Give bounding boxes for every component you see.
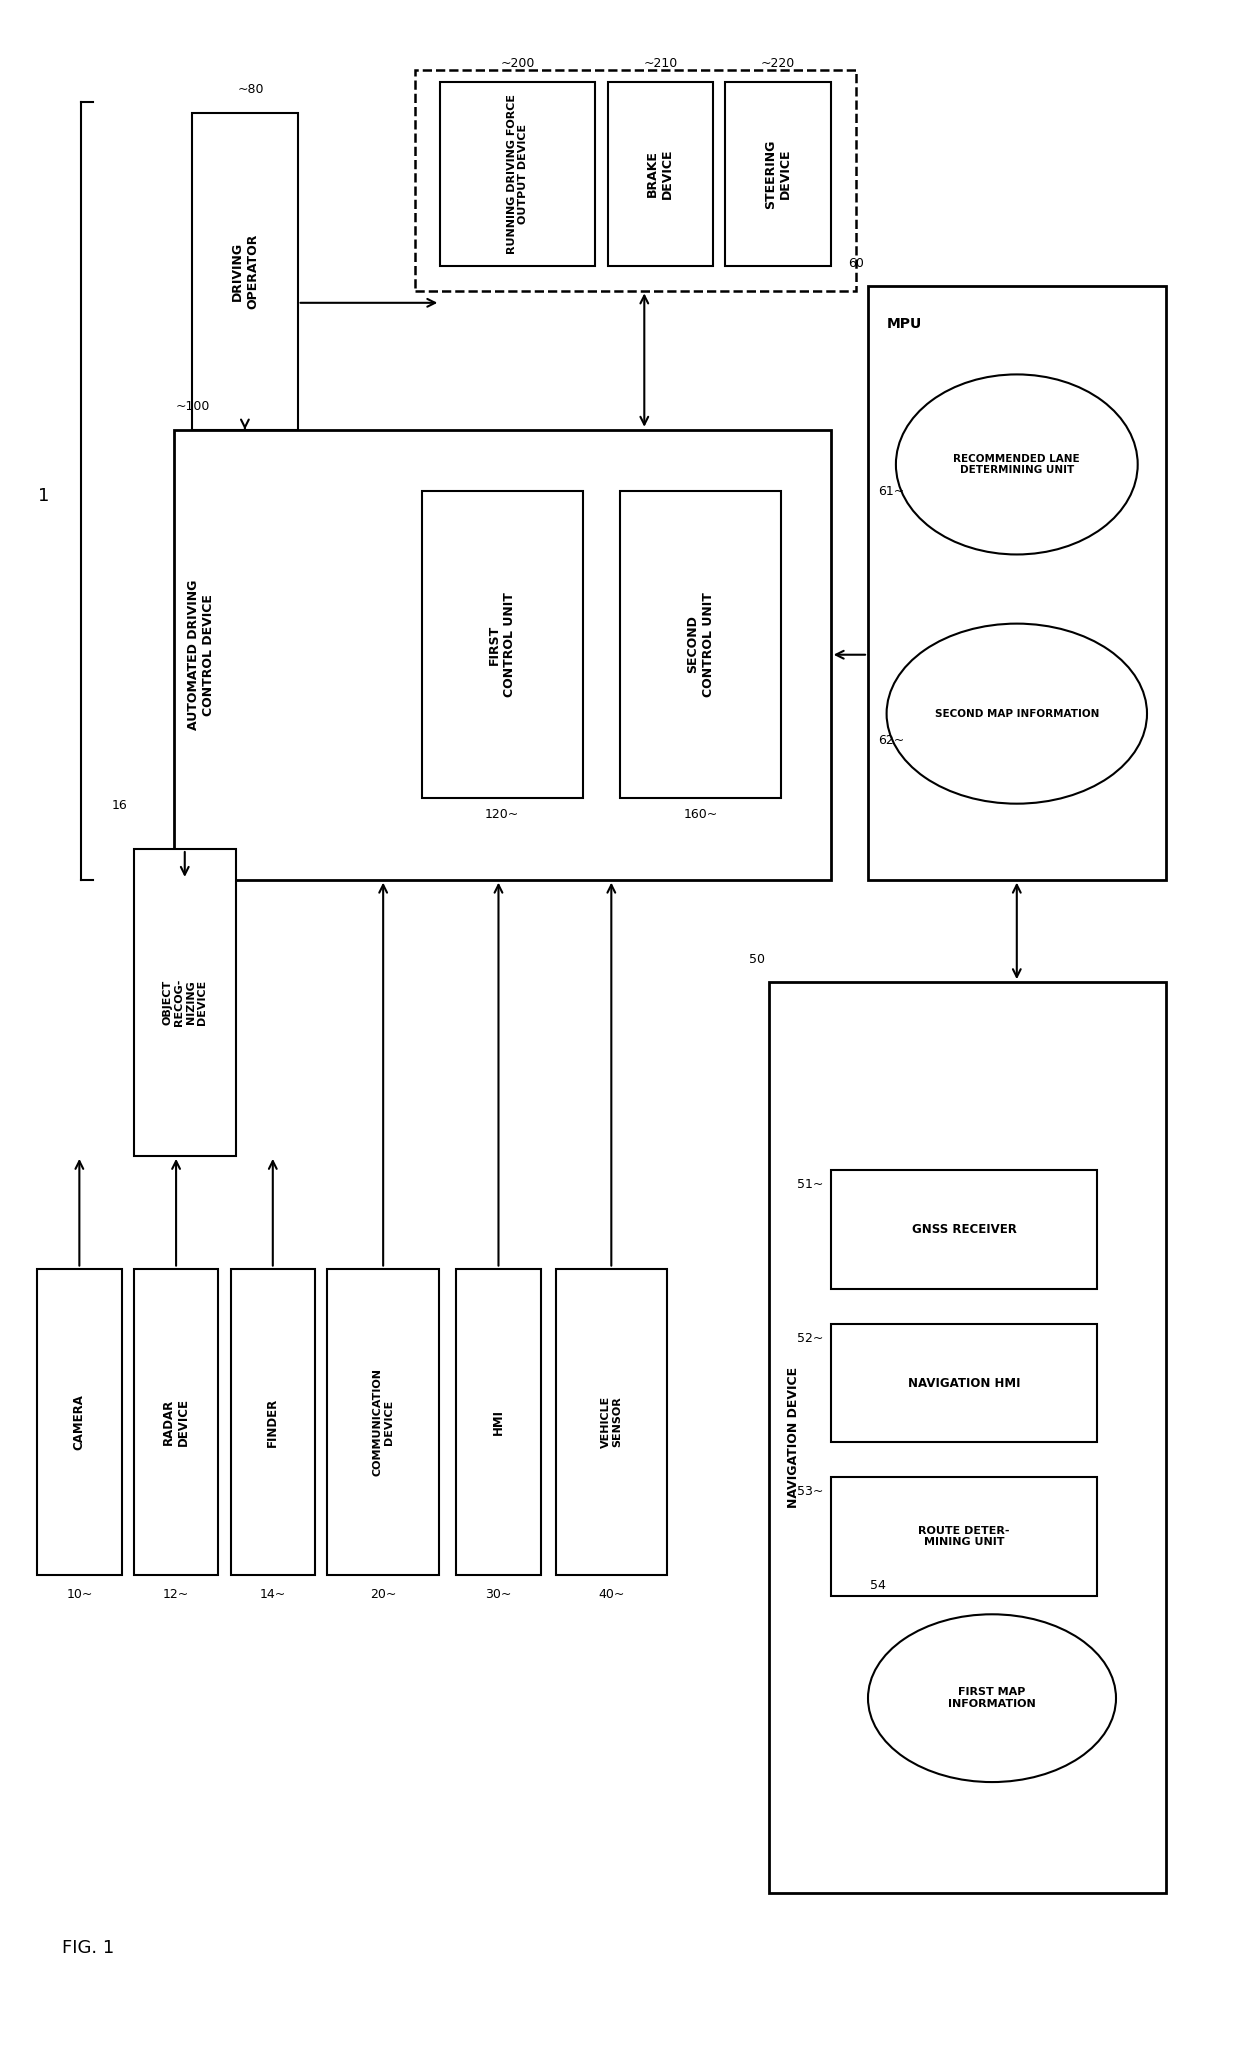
- FancyBboxPatch shape: [608, 82, 713, 266]
- Text: 51~: 51~: [797, 1178, 823, 1191]
- Text: SECOND
CONTROL UNIT: SECOND CONTROL UNIT: [687, 591, 714, 698]
- Text: 10~: 10~: [66, 1588, 93, 1600]
- Text: 120~: 120~: [485, 808, 520, 820]
- Text: ~80: ~80: [238, 84, 264, 96]
- FancyBboxPatch shape: [440, 82, 595, 266]
- Text: 62~: 62~: [878, 735, 904, 747]
- FancyBboxPatch shape: [231, 1269, 315, 1575]
- Text: CAMERA: CAMERA: [73, 1393, 86, 1451]
- FancyBboxPatch shape: [868, 286, 1166, 880]
- FancyBboxPatch shape: [556, 1269, 667, 1575]
- Text: FINDER: FINDER: [267, 1397, 279, 1447]
- Text: COMMUNICATION
DEVICE: COMMUNICATION DEVICE: [372, 1369, 394, 1475]
- Text: DRIVING
OPERATOR: DRIVING OPERATOR: [231, 233, 259, 309]
- FancyBboxPatch shape: [174, 430, 831, 880]
- Text: 40~: 40~: [598, 1588, 625, 1600]
- Text: ROUTE DETER-
MINING UNIT: ROUTE DETER- MINING UNIT: [919, 1526, 1009, 1547]
- FancyBboxPatch shape: [831, 1324, 1097, 1442]
- FancyBboxPatch shape: [769, 982, 1166, 1893]
- Text: SECOND MAP INFORMATION: SECOND MAP INFORMATION: [935, 708, 1099, 718]
- Text: AUTOMATED DRIVING
CONTROL DEVICE: AUTOMATED DRIVING CONTROL DEVICE: [187, 579, 215, 730]
- Text: GNSS RECEIVER: GNSS RECEIVER: [911, 1224, 1017, 1236]
- Text: NAVIGATION DEVICE: NAVIGATION DEVICE: [787, 1367, 800, 1508]
- Text: RADAR
DEVICE: RADAR DEVICE: [162, 1397, 190, 1447]
- Text: STEERING
DEVICE: STEERING DEVICE: [764, 139, 792, 209]
- Text: 20~: 20~: [370, 1588, 397, 1600]
- Text: ~200: ~200: [501, 57, 534, 70]
- FancyBboxPatch shape: [415, 70, 856, 291]
- Text: BRAKE
DEVICE: BRAKE DEVICE: [646, 149, 675, 198]
- Text: RECOMMENDED LANE
DETERMINING UNIT: RECOMMENDED LANE DETERMINING UNIT: [954, 454, 1080, 475]
- FancyBboxPatch shape: [37, 1269, 122, 1575]
- Text: 61~: 61~: [878, 485, 904, 497]
- Ellipse shape: [868, 1614, 1116, 1782]
- Text: FIRST
CONTROL UNIT: FIRST CONTROL UNIT: [489, 591, 516, 698]
- Text: 12~: 12~: [162, 1588, 190, 1600]
- Text: 1: 1: [37, 487, 50, 505]
- FancyBboxPatch shape: [134, 1269, 218, 1575]
- Text: 16: 16: [112, 800, 128, 812]
- Ellipse shape: [895, 374, 1138, 554]
- FancyBboxPatch shape: [725, 82, 831, 266]
- FancyBboxPatch shape: [327, 1269, 439, 1575]
- Text: 54: 54: [870, 1580, 887, 1592]
- Text: OBJECT
RECOG-
NIZING
DEVICE: OBJECT RECOG- NIZING DEVICE: [162, 978, 207, 1027]
- Text: ~210: ~210: [644, 57, 677, 70]
- Text: RUNNING DRIVING FORCE
OUTPUT DEVICE: RUNNING DRIVING FORCE OUTPUT DEVICE: [507, 94, 528, 254]
- Text: HMI: HMI: [492, 1410, 505, 1434]
- Ellipse shape: [887, 624, 1147, 804]
- Text: MPU: MPU: [887, 317, 921, 331]
- Text: FIRST MAP
INFORMATION: FIRST MAP INFORMATION: [949, 1688, 1035, 1708]
- Text: FIG. 1: FIG. 1: [62, 1940, 114, 1956]
- Text: NAVIGATION HMI: NAVIGATION HMI: [908, 1377, 1021, 1389]
- FancyBboxPatch shape: [831, 1170, 1097, 1289]
- Text: ~220: ~220: [761, 57, 795, 70]
- Text: 52~: 52~: [797, 1332, 823, 1344]
- FancyBboxPatch shape: [831, 1477, 1097, 1596]
- Text: 14~: 14~: [259, 1588, 286, 1600]
- FancyBboxPatch shape: [134, 849, 236, 1156]
- FancyBboxPatch shape: [192, 113, 298, 430]
- Text: 160~: 160~: [683, 808, 718, 820]
- FancyBboxPatch shape: [456, 1269, 541, 1575]
- FancyBboxPatch shape: [620, 491, 781, 798]
- Text: 30~: 30~: [485, 1588, 512, 1600]
- Text: ~100: ~100: [176, 401, 211, 413]
- Text: 60: 60: [848, 258, 864, 270]
- Text: 50: 50: [749, 953, 765, 966]
- FancyBboxPatch shape: [422, 491, 583, 798]
- Text: VEHICLE
SENSOR: VEHICLE SENSOR: [600, 1395, 622, 1449]
- Text: 53~: 53~: [797, 1485, 823, 1498]
